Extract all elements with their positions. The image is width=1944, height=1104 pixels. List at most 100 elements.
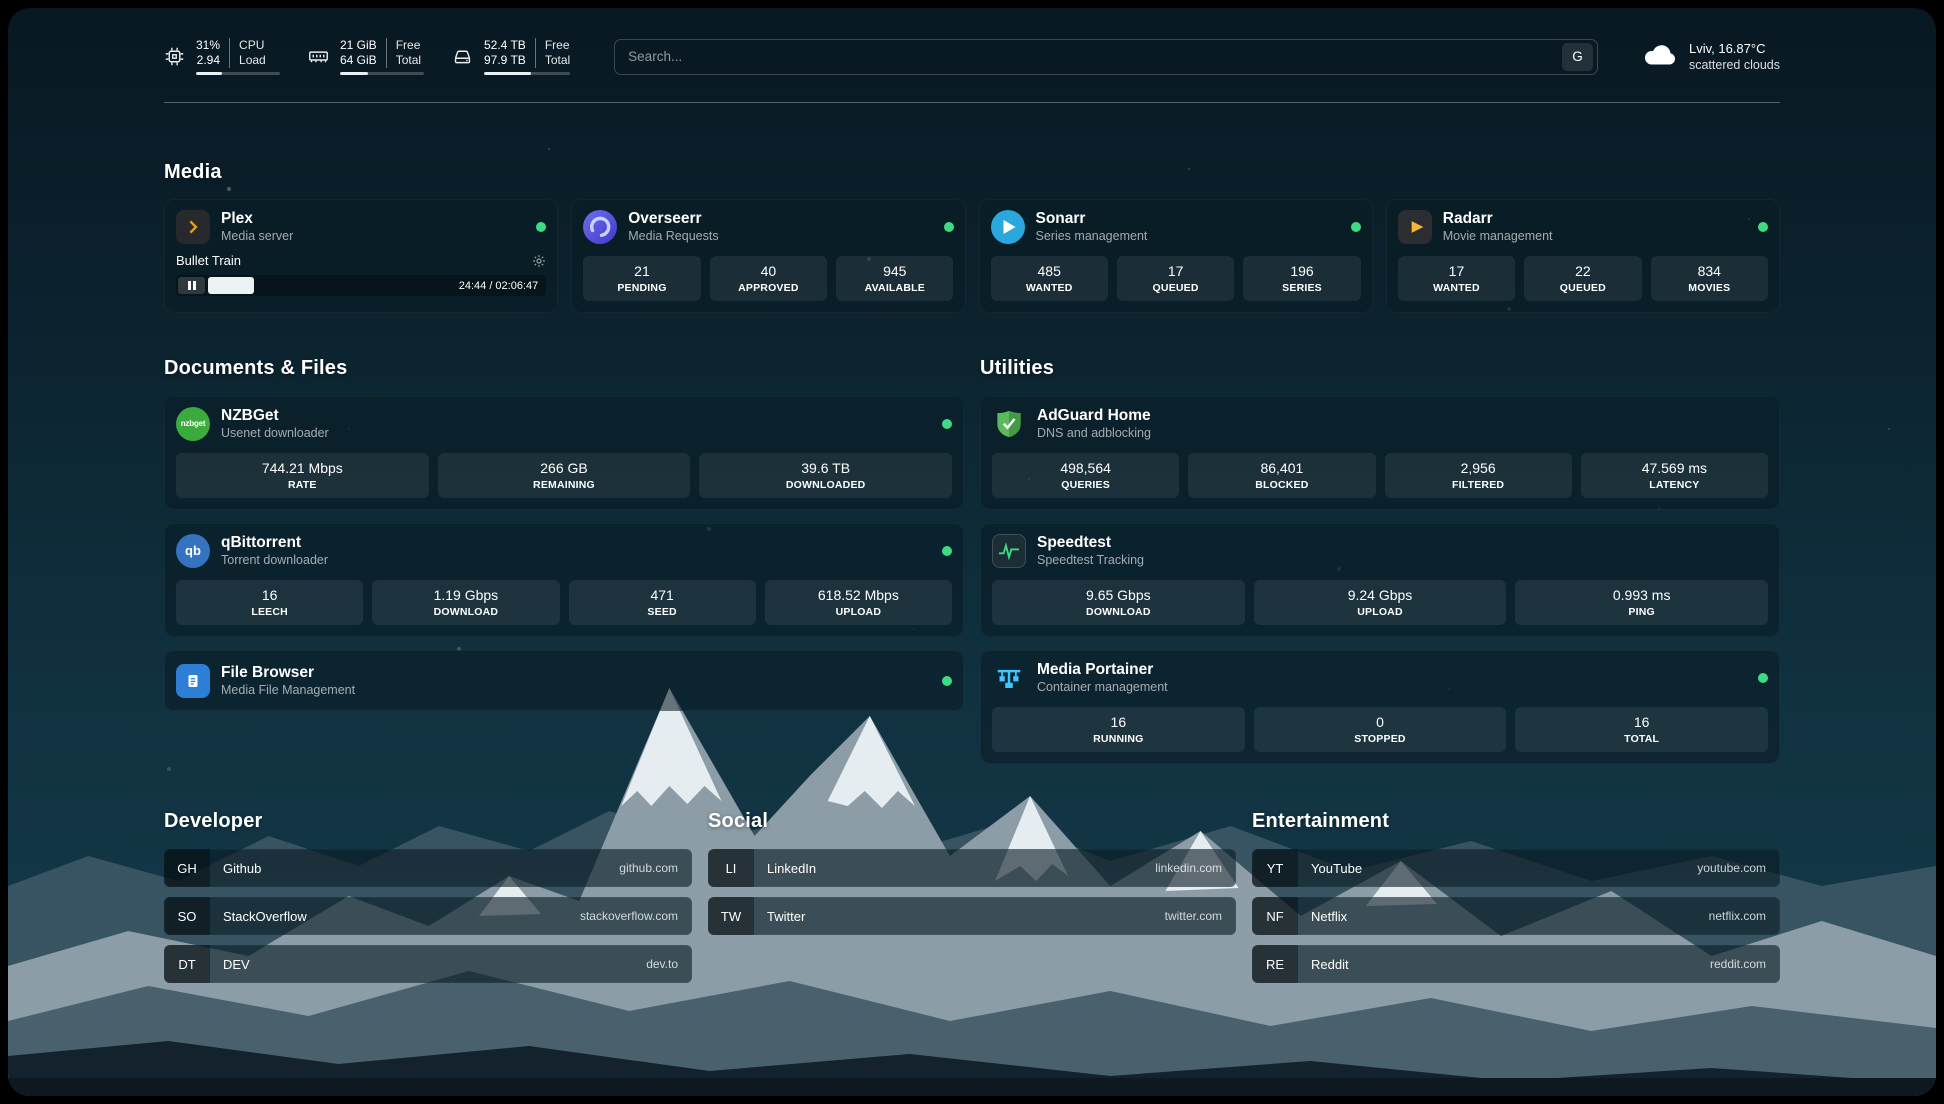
service-card-speedtest[interactable]: Speedtest Speedtest Tracking 9.65 Gbps DO… xyxy=(980,523,1780,637)
stat-total: 16 TOTAL xyxy=(1515,707,1768,752)
bookmark-abbr: LI xyxy=(708,849,754,887)
memory-icon xyxy=(308,46,329,67)
cpu-load-label: Load xyxy=(239,53,266,67)
bookmark-twitter[interactable]: TW Twitter twitter.com xyxy=(708,897,1236,935)
service-name: Sonarr xyxy=(1035,210,1086,227)
stat-movies: 834 MOVIES xyxy=(1650,256,1768,301)
cpu-icon xyxy=(164,46,185,67)
cpu-load-value: 2.94 xyxy=(196,53,221,67)
stat-running: 16 RUNNING xyxy=(992,707,1245,752)
stat-series: 196 SERIES xyxy=(1243,256,1361,301)
service-subtitle: Media File Management xyxy=(221,683,356,697)
stat-queued: 22 QUEUED xyxy=(1524,256,1642,301)
section-media: Media Plex Media server xyxy=(164,161,1780,313)
service-subtitle: Media server xyxy=(221,229,294,243)
service-subtitle: DNS and adblocking xyxy=(1037,426,1151,440)
service-subtitle: Torrent downloader xyxy=(221,553,329,567)
stat-rate: 744.21 Mbps RATE xyxy=(176,453,429,498)
overseerr-icon xyxy=(583,209,618,244)
service-card-overseerr[interactable]: Overseerr Media Requests 21 PENDING 40 APP… xyxy=(571,199,966,313)
bookmark-dev[interactable]: DT DEV dev.to xyxy=(164,945,692,983)
bookmark-url: linkedin.com xyxy=(1155,861,1222,875)
service-subtitle: Usenet downloader xyxy=(221,426,329,440)
service-name: Speedtest xyxy=(1037,534,1112,551)
bookmark-url: github.com xyxy=(619,861,678,875)
bookmark-linkedin[interactable]: LI LinkedIn linkedin.com xyxy=(708,849,1236,887)
bookmarks-entertainment: Entertainment YT YouTube youtube.com NF … xyxy=(1252,810,1780,993)
disk-free-label: Free xyxy=(544,38,570,52)
bookmark-reddit[interactable]: RE Reddit reddit.com xyxy=(1252,945,1780,983)
section-title-social: Social xyxy=(708,810,769,832)
section-title-utilities: Utilities xyxy=(980,357,1055,379)
memory-total-value: 64 GiB xyxy=(340,53,377,67)
service-subtitle: Speedtest Tracking xyxy=(1037,553,1145,567)
service-card-adguard[interactable]: AdGuard Home DNS and adblocking 498,564 Q… xyxy=(980,396,1780,510)
bookmarks-section: Developer GH Github github.com SO StackO… xyxy=(164,810,1780,993)
stat-ping: 0.993 ms PING xyxy=(1515,580,1768,625)
service-card-qbittorrent[interactable]: qb qBittorrent Torrent downloader 16 LEEC… xyxy=(164,523,964,637)
service-subtitle: Container management xyxy=(1037,680,1168,694)
now-playing-title: Bullet Train xyxy=(176,253,242,268)
bookmark-url: youtube.com xyxy=(1697,861,1766,875)
bookmark-abbr: GH xyxy=(164,849,210,887)
bookmark-youtube[interactable]: YT YouTube youtube.com xyxy=(1252,849,1780,887)
bookmark-stackoverflow[interactable]: SO StackOverflow stackoverflow.com xyxy=(164,897,692,935)
qbittorrent-icon: qb xyxy=(176,533,210,568)
service-card-sonarr[interactable]: Sonarr Series management 485 WANTED 17 QUE… xyxy=(978,199,1373,313)
stat-approved: 40 APPROVED xyxy=(709,256,828,301)
service-name: File Browser xyxy=(221,664,315,681)
plex-icon xyxy=(176,209,210,244)
status-dot xyxy=(942,418,952,429)
status-dot xyxy=(942,675,952,686)
bookmark-url: dev.to xyxy=(646,957,678,971)
bookmark-netflix[interactable]: NF Netflix netflix.com xyxy=(1252,897,1780,935)
top-bar: 31% 2.94 CPU Load xyxy=(164,38,1780,75)
stat-blocked: 86,401 BLOCKED xyxy=(1188,453,1376,498)
service-card-plex[interactable]: Plex Media server Bullet Train xyxy=(164,199,559,313)
bookmark-name: Twitter xyxy=(767,908,806,924)
search-input[interactable] xyxy=(628,49,1562,64)
stat-stopped: 0 STOPPED xyxy=(1253,707,1507,752)
disk-total-label: Total xyxy=(544,53,571,67)
speedtest-icon xyxy=(992,533,1026,568)
bookmark-abbr: NF xyxy=(1252,897,1298,935)
weather-location: Lviv, 16.87°C xyxy=(1688,40,1766,56)
search-provider-button[interactable]: G xyxy=(1561,42,1593,71)
disk-icon xyxy=(452,46,473,67)
service-name: qBittorrent xyxy=(221,534,302,551)
memory-total-label: Total xyxy=(395,53,422,67)
stat-available: 945 AVAILABLE xyxy=(836,256,954,301)
bookmark-abbr: YT xyxy=(1252,849,1298,887)
cpu-usage-bar xyxy=(196,72,280,75)
service-card-filebrowser[interactable]: File Browser Media File Management xyxy=(164,650,964,711)
gear-icon[interactable] xyxy=(532,254,546,268)
bookmark-name: LinkedIn xyxy=(767,860,817,876)
adguard-icon xyxy=(992,407,1026,441)
bookmark-url: netflix.com xyxy=(1708,909,1766,923)
filebrowser-icon xyxy=(176,663,210,698)
stat-download: 9.65 Gbps DOWNLOAD xyxy=(992,580,1245,625)
playback-progress xyxy=(208,277,254,294)
service-card-portainer[interactable]: Media Portainer Container management 16 R… xyxy=(980,650,1780,764)
service-card-nzbget[interactable]: nzbget NZBGet Usenet downloader 744.21 M… xyxy=(164,396,964,510)
status-dot xyxy=(1350,221,1361,232)
bookmark-name: Github xyxy=(223,860,262,876)
stat-filtered: 2,956 FILTERED xyxy=(1384,453,1572,498)
portainer-icon xyxy=(992,661,1026,695)
nzbget-icon: nzbget xyxy=(176,406,210,441)
bookmark-abbr: DT xyxy=(164,945,210,983)
section-title-developer: Developer xyxy=(164,810,263,832)
memory-widget: 21 GiB 64 GiB Free Total xyxy=(308,38,424,75)
pause-button[interactable] xyxy=(178,277,205,294)
disk-usage-bar xyxy=(484,72,571,75)
bookmark-name: StackOverflow xyxy=(223,908,307,924)
bookmark-abbr: RE xyxy=(1252,945,1298,983)
service-name: AdGuard Home xyxy=(1037,407,1151,424)
bookmark-github[interactable]: GH Github github.com xyxy=(164,849,692,887)
service-subtitle: Media Requests xyxy=(628,229,719,243)
stat-queued: 17 QUEUED xyxy=(1116,256,1235,301)
playback-bar[interactable]: 24:44 / 02:06:47 xyxy=(176,275,547,296)
service-card-radarr[interactable]: Radarr Movie management 17 WANTED 22 QUEUE… xyxy=(1385,199,1780,313)
service-name: Overseerr xyxy=(628,210,702,227)
sonarr-icon xyxy=(990,209,1025,244)
